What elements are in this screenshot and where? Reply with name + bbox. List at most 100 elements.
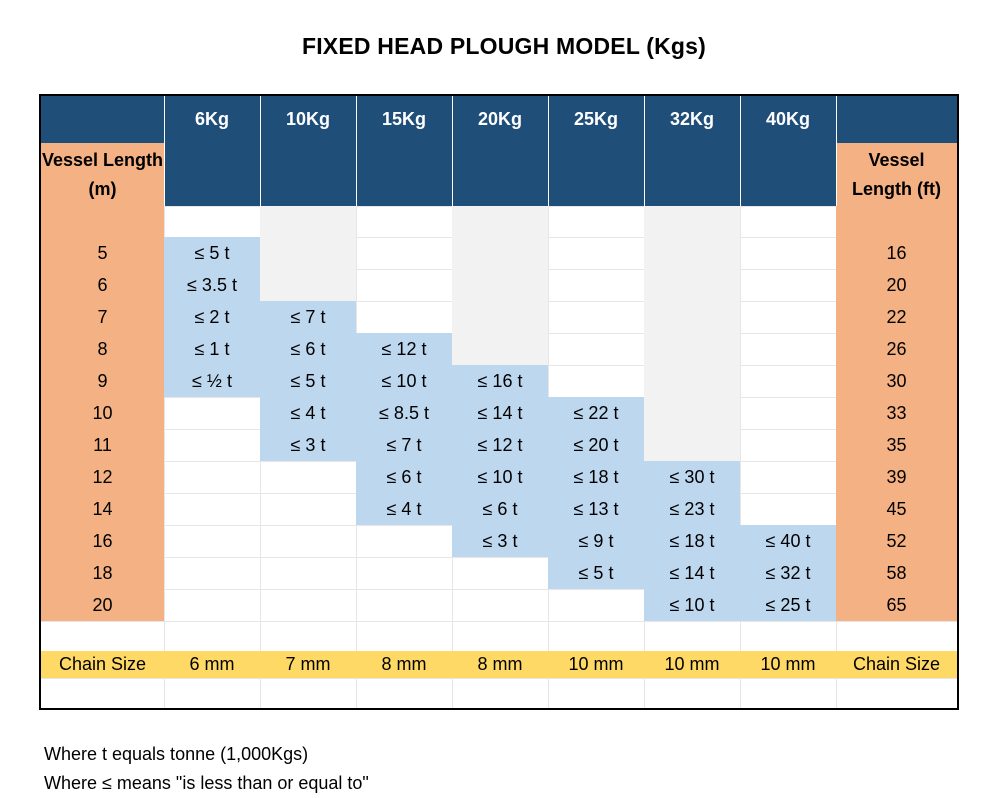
shaded-cell: [452, 206, 548, 237]
chain-size-value: 10 mm: [548, 651, 644, 678]
vessel-length-m: 20: [41, 589, 164, 621]
load-value: ≤ 30 t: [644, 461, 740, 493]
vessel-length-ft: 26: [836, 333, 957, 365]
chain-size-value: 7 mm: [260, 651, 356, 678]
load-value: ≤ 14 t: [644, 557, 740, 589]
vessel-length-spacer-left: [41, 206, 164, 237]
vessel-length-ft: 22: [836, 301, 957, 333]
load-value: ≤ 10 t: [356, 365, 452, 397]
header-separator: [452, 96, 453, 206]
vessel-length-m: 11: [41, 429, 164, 461]
load-value: ≤ 40 t: [740, 525, 836, 557]
chain-size-value: 10 mm: [644, 651, 740, 678]
grid-line-vertical: [164, 96, 165, 708]
load-value: ≤ 3 t: [260, 429, 356, 461]
vessel-length-m: 16: [41, 525, 164, 557]
shaded-cell: [260, 206, 356, 237]
load-value: ≤ 32 t: [740, 557, 836, 589]
vessel-length-ft: 58: [836, 557, 957, 589]
grid-line-vertical: [740, 96, 741, 708]
vessel-length-spacer-right: [836, 206, 957, 237]
vessel-length-m-header: Vessel Length (m): [41, 143, 164, 206]
vessel-length-m: 12: [41, 461, 164, 493]
chain-size-label-left: Chain Size: [41, 651, 164, 678]
load-value: ≤ 4 t: [356, 493, 452, 525]
load-value: ≤ 8.5 t: [356, 397, 452, 429]
shaded-cell: [644, 429, 740, 461]
shaded-cell: [452, 237, 548, 269]
load-value: ≤ 6 t: [452, 493, 548, 525]
vessel-length-ft: 45: [836, 493, 957, 525]
load-value: ≤ 9 t: [548, 525, 644, 557]
vessel-length-m: 8: [41, 333, 164, 365]
page-title: FIXED HEAD PLOUGH MODEL (Kgs): [301, 33, 707, 59]
load-value: ≤ 12 t: [356, 333, 452, 365]
notes: Where t equals tonne (1,000Kgs) Where ≤ …: [44, 740, 369, 798]
shaded-cell: [644, 333, 740, 365]
model-header-blank: [356, 143, 452, 206]
shaded-cell: [644, 269, 740, 301]
plough-table: 6Kg 10Kg 15Kg 20Kg 25Kg 32Kg 40Kg Vessel Length…: [39, 94, 959, 710]
load-value: ≤ 2 t: [164, 301, 260, 333]
vessel-length-ft: 30: [836, 365, 957, 397]
vessel-length-ft: 33: [836, 397, 957, 429]
header-corner-left: [41, 96, 164, 143]
chain-size-value: 8 mm: [452, 651, 548, 678]
vessel-length-m: 10: [41, 397, 164, 429]
model-header-blank: [548, 143, 644, 206]
vessel-length-ft: 35: [836, 429, 957, 461]
header-separator: [548, 96, 549, 206]
load-value: ≤ 12 t: [452, 429, 548, 461]
vessel-length-ft: 52: [836, 525, 957, 557]
grid-line-horizontal: [41, 557, 957, 558]
shaded-cell: [644, 301, 740, 333]
header-separator: [740, 96, 741, 206]
load-value: ≤ 18 t: [548, 461, 644, 493]
load-value: ≤ 3.5 t: [164, 269, 260, 301]
chain-size-value: 6 mm: [164, 651, 260, 678]
load-value: ≤ 20 t: [548, 429, 644, 461]
load-value: ≤ 16 t: [452, 365, 548, 397]
vessel-length-m: 18: [41, 557, 164, 589]
chain-size-label-right: Chain Size: [836, 651, 957, 678]
model-header: 6Kg: [164, 96, 260, 143]
header-separator: [164, 96, 165, 206]
load-value: ≤ 5 t: [548, 557, 644, 589]
grid-line-horizontal: [41, 621, 957, 622]
load-value: ≤ ½ t: [164, 365, 260, 397]
load-value: ≤ 6 t: [260, 333, 356, 365]
model-header-blank: [260, 143, 356, 206]
load-value: ≤ 7 t: [356, 429, 452, 461]
shaded-cell: [452, 333, 548, 365]
model-header: 25Kg: [548, 96, 644, 143]
chain-size-value: 8 mm: [356, 651, 452, 678]
shaded-cell: [452, 269, 548, 301]
header-separator: [644, 96, 645, 206]
vessel-length-ft: 16: [836, 237, 957, 269]
load-value: ≤ 25 t: [740, 589, 836, 621]
note-tonne: Where t equals tonne (1,000Kgs): [44, 744, 309, 764]
grid-line-horizontal: [41, 678, 957, 679]
vessel-length-ft: 65: [836, 589, 957, 621]
header-corner-right: [836, 96, 957, 143]
load-value: ≤ 5 t: [164, 237, 260, 269]
vessel-length-ft: 20: [836, 269, 957, 301]
load-value: ≤ 7 t: [260, 301, 356, 333]
shaded-cell: [260, 269, 356, 301]
load-value: ≤ 18 t: [644, 525, 740, 557]
model-header: 32Kg: [644, 96, 740, 143]
load-value: ≤ 14 t: [452, 397, 548, 429]
model-header: 10Kg: [260, 96, 356, 143]
model-header: 15Kg: [356, 96, 452, 143]
load-value: ≤ 4 t: [260, 397, 356, 429]
model-header-blank: [452, 143, 548, 206]
vessel-length-m: 14: [41, 493, 164, 525]
shaded-cell: [644, 365, 740, 397]
shaded-cell: [452, 301, 548, 333]
load-value: ≤ 1 t: [164, 333, 260, 365]
load-value: ≤ 13 t: [548, 493, 644, 525]
model-header-blank: [644, 143, 740, 206]
vessel-length-m: 7: [41, 301, 164, 333]
load-value: ≤ 6 t: [356, 461, 452, 493]
shaded-cell: [644, 237, 740, 269]
